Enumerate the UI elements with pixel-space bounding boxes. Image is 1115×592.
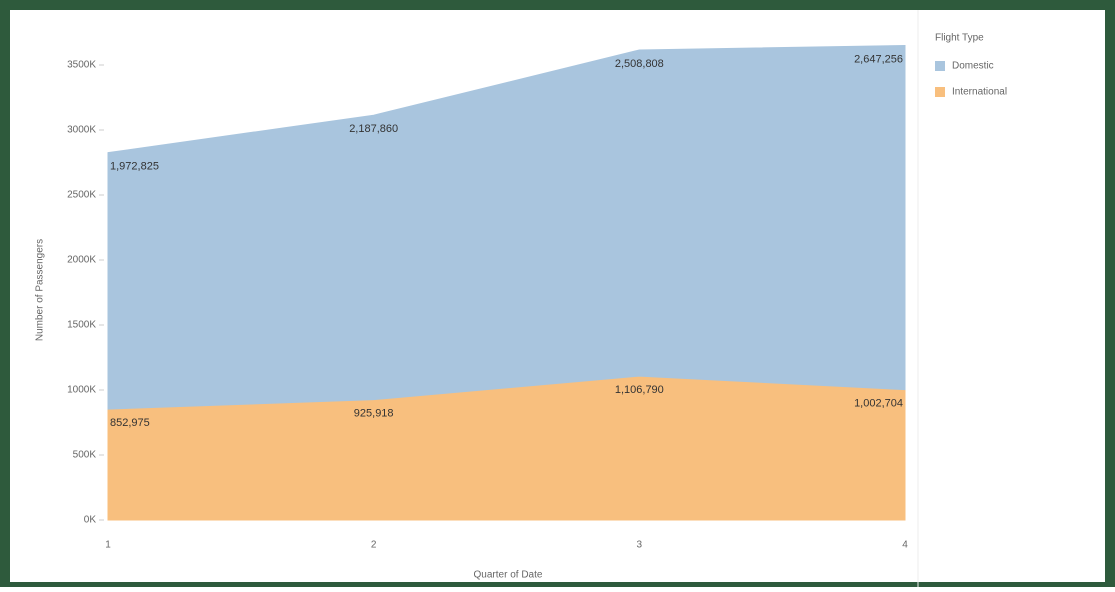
y-tick-label: 3500K <box>67 60 96 71</box>
legend-label: International <box>952 87 1007 98</box>
legend-title: Flight Type <box>935 33 984 44</box>
data-label: 2,647,256 <box>854 53 903 65</box>
data-label: 1,002,704 <box>854 398 903 410</box>
legend-swatch <box>935 87 945 97</box>
y-tick-label: 1500K <box>67 320 96 331</box>
y-axis-title: Number of Passengers <box>35 239 46 341</box>
y-tick-label: 0K <box>84 515 97 526</box>
legend-swatch <box>935 61 945 71</box>
y-tick-label: 1000K <box>67 385 96 396</box>
x-tick-label: 1 <box>105 540 111 551</box>
x-tick-label: 4 <box>902 540 908 551</box>
y-tick-label: 2000K <box>67 255 96 266</box>
area <box>107 44 906 410</box>
x-axis-title: Quarter of Date <box>474 570 543 581</box>
data-label: 1,106,790 <box>615 384 664 396</box>
legend-label: Domestic <box>952 61 994 72</box>
y-tick-label: 3000K <box>67 125 96 136</box>
data-label: 852,975 <box>110 417 150 429</box>
x-tick-label: 2 <box>371 540 377 551</box>
data-label: 1,972,825 <box>110 161 159 173</box>
data-label: 2,187,860 <box>349 123 398 135</box>
data-label: 925,918 <box>354 408 394 420</box>
x-tick-label: 3 <box>637 540 643 551</box>
y-tick-label: 500K <box>73 450 97 461</box>
data-label: 2,508,808 <box>615 58 664 70</box>
y-tick-label: 2500K <box>67 190 96 201</box>
